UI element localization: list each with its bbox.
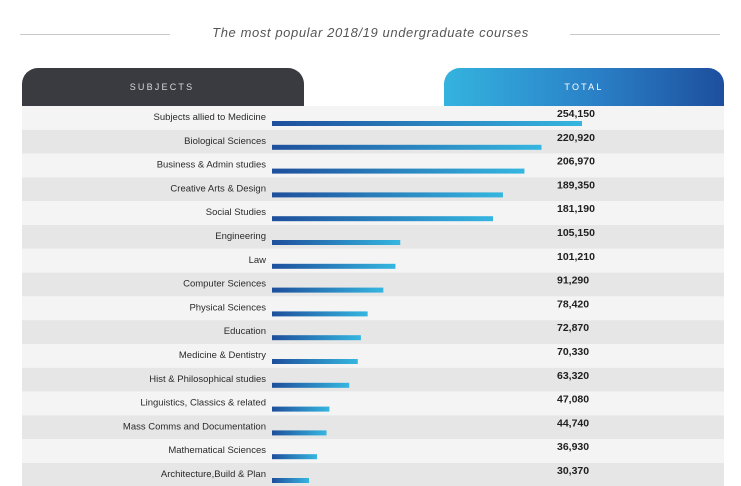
chart-title: The most popular 2018/19 undergraduate c… (212, 25, 529, 40)
category-label: Subjects allied to Medicine (154, 112, 266, 123)
value-labels: 254,150 220,920 206,970 189,350 181,190 105,1… (557, 108, 595, 477)
total-header: TOTAL (444, 68, 724, 106)
row-background (22, 225, 724, 249)
category-label: Education (224, 326, 266, 337)
row-background (22, 129, 724, 154)
bar (272, 216, 494, 222)
category-label: Social Studies (206, 207, 266, 218)
category-label: Mathematical Sciences (168, 445, 266, 456)
category-label: Hist & Philosophical studies (149, 374, 266, 385)
title-row: The most popular 2018/19 undergraduate c… (0, 0, 741, 60)
value-label: 206,970 (557, 156, 595, 168)
bar (272, 168, 525, 174)
row-background (22, 272, 724, 297)
value-label: 91,290 (557, 275, 589, 287)
row-background (22, 177, 724, 202)
category-label: Law (249, 255, 267, 266)
bar (272, 240, 401, 245)
bars (272, 121, 582, 483)
row-background (22, 344, 724, 368)
row-background (22, 415, 724, 440)
title-divider-right (570, 34, 720, 35)
category-label: Creative Arts & Design (170, 183, 266, 194)
value-label: 181,190 (557, 203, 595, 215)
bar (272, 144, 542, 150)
value-label: 70,330 (557, 346, 589, 358)
value-label: 189,350 (557, 179, 595, 191)
value-label: 78,420 (557, 298, 589, 310)
category-labels: Subjects allied to Medicine Biological Sc… (123, 112, 266, 480)
row-background (22, 153, 724, 178)
value-label: 254,150 (557, 108, 595, 120)
row-background (22, 248, 724, 273)
category-label: Business & Admin studies (157, 160, 267, 171)
value-label: 36,930 (557, 441, 589, 453)
value-label: 47,080 (557, 394, 589, 406)
value-label: 72,870 (557, 322, 589, 334)
bar (272, 335, 361, 341)
bar (272, 478, 310, 483)
value-label: 44,740 (557, 417, 589, 429)
subjects-header-label: SUBJECTS (129, 82, 195, 92)
bar (272, 454, 318, 460)
row-backgrounds (22, 106, 724, 486)
value-label: 63,320 (557, 370, 589, 382)
bar (272, 382, 350, 388)
bar (272, 287, 384, 293)
category-label: Linguistics, Classics & related (140, 398, 266, 409)
category-label: Computer Sciences (183, 279, 266, 290)
row-background (22, 320, 724, 344)
bar (272, 406, 330, 412)
category-label: Engineering (215, 231, 266, 242)
row-background (22, 106, 724, 130)
row-background (22, 463, 724, 486)
row-background (22, 296, 724, 321)
row-background (22, 439, 724, 463)
bar (272, 121, 582, 126)
row-background (22, 201, 724, 225)
row-background (22, 367, 724, 392)
category-label: Physical Sciences (189, 302, 266, 313)
bar (272, 359, 358, 364)
bar (272, 430, 327, 436)
value-label: 30,370 (557, 465, 589, 477)
bar (272, 311, 368, 317)
category-label: Biological Sciences (184, 136, 266, 147)
category-label: Mass Comms and Documentation (123, 421, 266, 432)
total-header-label: TOTAL (564, 82, 604, 92)
row-background (22, 391, 724, 416)
value-label: 220,920 (557, 132, 595, 144)
title-divider-left (20, 34, 170, 35)
category-label: Medicine & Dentistry (179, 350, 266, 361)
value-label: 101,210 (557, 251, 595, 263)
value-label: 105,150 (557, 227, 595, 239)
bar (272, 192, 503, 198)
category-label: Architecture,Build & Plan (161, 469, 266, 480)
subjects-header: SUBJECTS (22, 68, 304, 106)
bar (272, 263, 396, 269)
